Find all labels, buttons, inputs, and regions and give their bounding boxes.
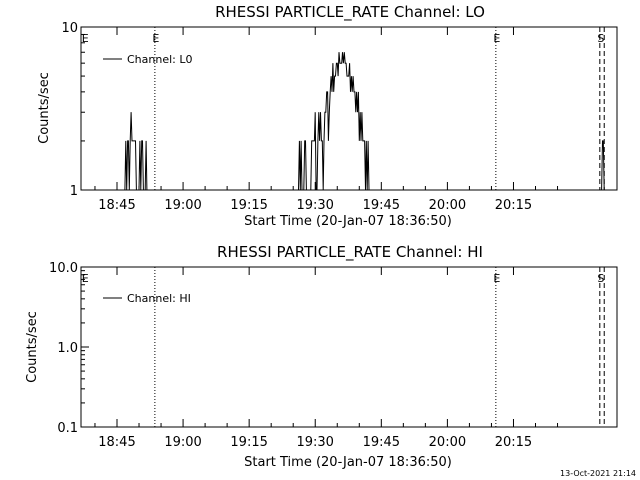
hi-x-tick-label: 19:45 <box>363 435 400 450</box>
hi-x-tick-label: 18:45 <box>98 435 135 450</box>
hi-marker-label: E <box>82 272 89 285</box>
lo-y-tick-label: 10 <box>61 21 78 36</box>
lo-channel-panel: RHESSI PARTICLE_RATE Channel: LO E E E S 18… <box>37 3 618 229</box>
lo-series-line <box>124 52 606 191</box>
hi-marker-label: S <box>597 272 604 285</box>
hi-x-tick-label: 20:00 <box>429 435 466 450</box>
hi-y-tick-label: 1.0 <box>57 341 78 356</box>
hi-x-ticks: 18:45 19:00 19:15 19:30 19:45 20:00 20:15 <box>94 267 559 450</box>
hi-x-tick-label: 19:15 <box>230 435 267 450</box>
lo-x-tick-label: 20:00 <box>429 198 466 213</box>
lo-marker-label: E <box>152 32 159 45</box>
hi-x-tick-label: 20:15 <box>495 435 532 450</box>
lo-legend-label: Channel: L0 <box>127 53 193 66</box>
hi-x-tick-label: 19:30 <box>296 435 333 450</box>
hi-legend-label: Channel: HI <box>127 292 191 305</box>
lo-x-tick-label: 19:15 <box>230 198 267 213</box>
lo-marker-lines: EE E S <box>82 27 605 190</box>
hi-y-tick-label: 0.1 <box>57 421 78 436</box>
hi-y-tick-label: 10.0 <box>49 261 78 276</box>
hi-marker-label: E <box>493 272 500 285</box>
lo-y-ticks: 1 10 <box>61 21 89 199</box>
lo-x-axis-label: Start Time (20-Jan-07 18:36:50) <box>244 214 452 229</box>
lo-x-tick-label: 19:45 <box>363 198 400 213</box>
hi-x-tick-label: 19:00 <box>164 435 201 450</box>
hi-y-ticks: 0.1 1.0 10.0 <box>49 261 89 436</box>
generation-timestamp: 13-Oct-2021 21:14 <box>560 469 636 478</box>
hi-x-axis-label: Start Time (20-Jan-07 18:36:50) <box>244 455 452 470</box>
lo-x-ticks: 18:45 19:00 19:15 19:30 19:45 20:00 20:15 <box>94 27 559 213</box>
lo-marker-label: E <box>493 32 500 45</box>
lo-marker-label: S <box>597 32 604 45</box>
lo-y-axis-label: Counts/sec <box>37 72 52 144</box>
lo-x-tick-label: 18:45 <box>98 198 135 213</box>
lo-chart-title: RHESSI PARTICLE_RATE Channel: LO <box>215 3 485 22</box>
lo-plot-frame <box>80 26 618 191</box>
lo-y-tick-label: 1 <box>70 184 78 199</box>
hi-channel-panel: RHESSI PARTICLE_RATE Channel: HI E E S 18:… <box>25 243 618 470</box>
lo-x-tick-label: 20:15 <box>495 198 532 213</box>
hi-chart-title: RHESSI PARTICLE_RATE Channel: HI <box>217 243 483 262</box>
lo-x-tick-label: 19:00 <box>164 198 201 213</box>
hi-y-axis-label: Counts/sec <box>25 311 40 383</box>
lo-marker-label: E <box>82 32 89 45</box>
lo-x-tick-label: 19:30 <box>296 198 333 213</box>
